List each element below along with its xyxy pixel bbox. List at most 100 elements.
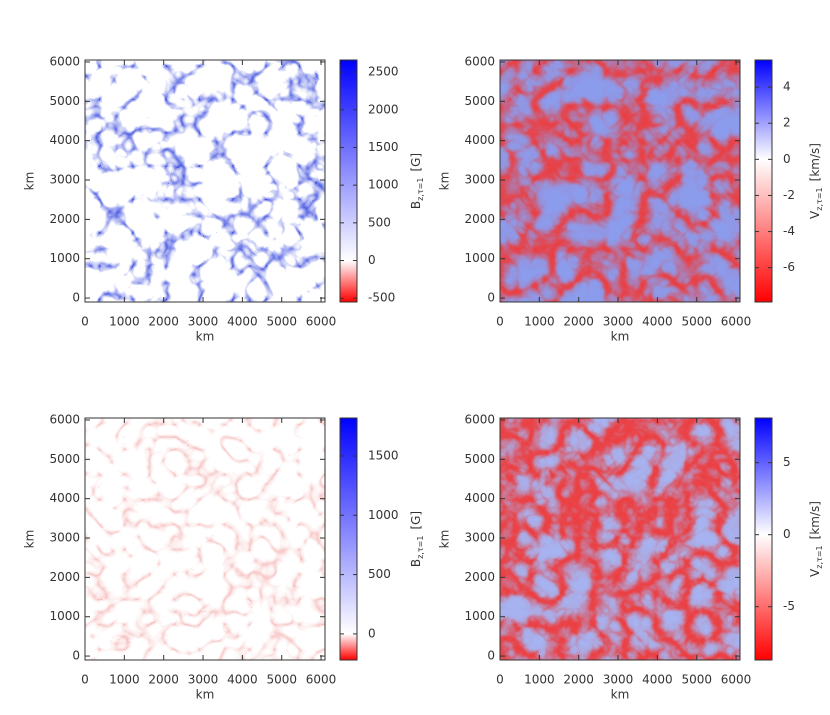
y-tick-label: 5000 [49,94,80,108]
x-tick-label: 5000 [266,673,297,687]
y-tick-label: 1000 [464,609,495,623]
colorbar-label-symbol: V [808,568,822,577]
y-tick-label: 3000 [49,173,80,187]
x-tick-label: 1000 [524,315,555,329]
field-structure [85,418,325,660]
panel: 0 1000 2000 3000 4000 5000 6000010002000300040… [438,412,824,701]
colorbar-label-subscript: z,τ=1 [815,187,824,210]
x-tick-label: 4000 [227,315,258,329]
colorbar-label-unit: [km/s] [808,143,822,181]
colorbar-tick-label: 5 [783,455,791,469]
y-tick-label: 0 [72,649,80,663]
x-tick-label: 4000 [642,315,673,329]
colorbar-tick-label: 1000 [368,508,399,522]
colorbar-label-symbol: B [409,559,423,567]
colorbar-tick-label: 0 [368,253,376,267]
colorbar-label-symbol: B [409,201,423,209]
x-axis-label: km [196,330,215,344]
y-tick-label: 4000 [464,491,495,505]
colorbar-tick-label: -6 [783,260,795,274]
y-tick-label: 1000 [464,251,495,265]
colorbar-tick-label: 2000 [368,102,399,116]
x-tick-label: 4000 [227,673,258,687]
y-tick-label: 0 [487,649,495,663]
y-axis-label: km [438,530,452,549]
colorbar-tick-label: 2 [783,116,791,130]
y-tick-label: 3000 [464,531,495,545]
x-tick-label: 0 [496,673,504,687]
y-tick-label: 5000 [49,452,80,466]
x-axis-label: km [611,330,630,344]
y-axis-label: km [438,172,452,191]
panel: 0 1000 2000 3000 4000 5000 6000010002000300040… [438,54,824,343]
colorbar-tick-label: -4 [783,224,795,238]
colorbar-tick-label: 0 [783,152,791,166]
y-tick-label: 5000 [464,94,495,108]
x-tick-label: 5000 [681,673,712,687]
y-tick-label: 0 [487,291,495,305]
colorbar-tick-label: -500 [368,291,395,305]
colorbar-label-unit: [G] [409,511,423,530]
x-tick-label: 1000 [109,673,140,687]
y-tick-label: 6000 [464,54,495,68]
colorbar-label: Bz,τ=1 [G] [409,511,425,567]
x-tick-label: 0 [496,315,504,329]
plot-frame [84,417,326,661]
colorbar [339,417,358,661]
colorbar-tick-label: -5 [783,599,795,613]
y-tick-label: 2000 [49,212,80,226]
plot-frame [84,59,326,303]
panel: 0 1000 2000 3000 4000 5000 6000 0 1000 2000 3000 40… [23,54,425,343]
y-tick-label: 4000 [49,133,80,147]
x-tick-label: 5000 [681,315,712,329]
colorbar [754,417,773,661]
colorbar-tick-label: 4 [783,80,791,94]
x-tick-label: 2000 [563,315,594,329]
colorbar-label: Vz,τ=1 [km/s] [808,501,824,577]
x-tick-label: 0 [81,673,89,687]
x-tick-label: 2000 [563,673,594,687]
colorbar-tick-label: 0 [783,527,791,541]
field-structure [85,60,325,302]
plot-frame [499,59,741,303]
colorbar-label-subscript: z,τ=1 [815,545,824,568]
colorbar-tick-label: 1500 [368,448,399,462]
colorbar-label-unit: [km/s] [808,501,822,539]
y-axis-label: km [23,530,37,549]
x-tick-label: 6000 [306,315,337,329]
x-tick-label: 3000 [188,315,219,329]
x-axis-label: km [611,688,630,702]
y-tick-label: 1000 [49,609,80,623]
colorbar-tick-label: 1000 [368,178,399,192]
colorbar-label: Vz,τ=1 [km/s] [808,143,824,219]
x-tick-label: 6000 [306,673,337,687]
x-tick-label: 5000 [266,315,297,329]
field-structure [500,60,740,302]
colorbar-label-unit: [G] [409,153,423,172]
colorbar-tick-label: 500 [368,215,391,229]
colorbar-tick-label: 2500 [368,65,399,79]
colorbar-tick-label: 500 [368,567,391,581]
x-tick-label: 6000 [721,315,752,329]
colorbar-tick-label: 1500 [368,140,399,154]
plot-frame [499,417,741,661]
y-tick-label: 4000 [464,133,495,147]
colorbar-label-subscript: z,τ=1 [416,536,425,559]
colorbar [754,59,773,303]
field-structure [500,418,740,660]
x-tick-label: 4000 [642,673,673,687]
colorbar-tick-label: 0 [368,626,376,640]
y-tick-label: 0 [72,291,80,305]
x-tick-label: 1000 [109,315,140,329]
y-tick-label: 2000 [464,212,495,226]
y-tick-label: 1000 [49,251,80,265]
y-tick-label: 3000 [464,173,495,187]
y-tick-label: 4000 [49,491,80,505]
x-tick-label: 3000 [603,673,634,687]
y-tick-label: 3000 [49,531,80,545]
colorbar [339,59,358,303]
colorbar-label-symbol: V [808,210,822,219]
x-axis-label: km [196,688,215,702]
y-tick-label: 2000 [49,570,80,584]
